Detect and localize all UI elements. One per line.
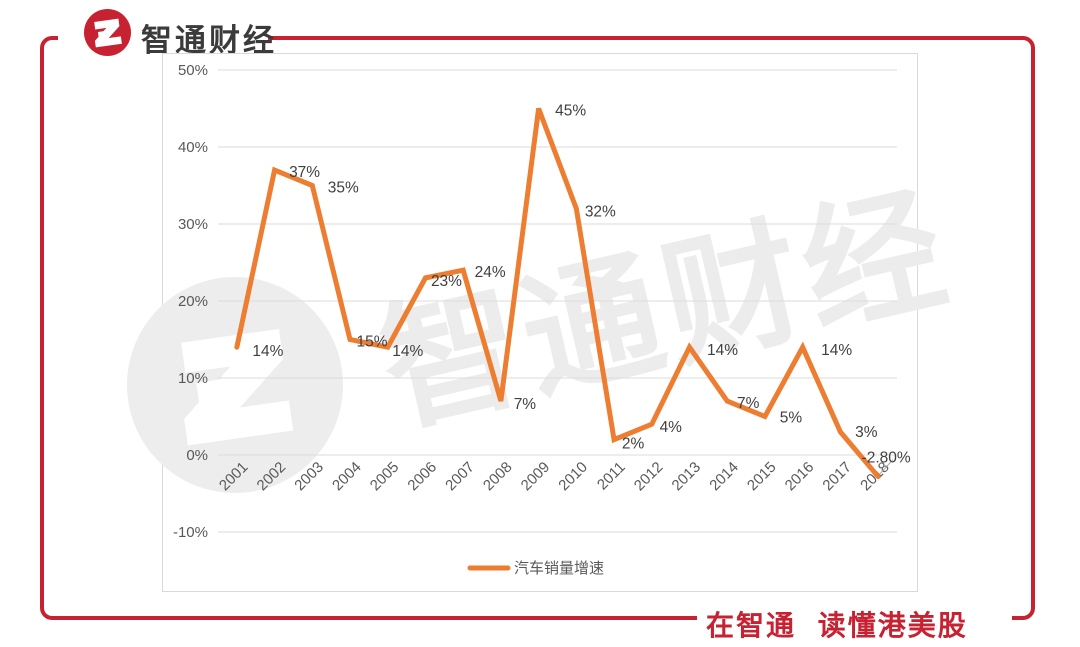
svg-text:-2.80%: -2.80% bbox=[862, 450, 911, 467]
svg-text:7%: 7% bbox=[737, 395, 760, 412]
svg-text:2%: 2% bbox=[622, 436, 645, 453]
svg-text:45%: 45% bbox=[555, 103, 586, 120]
svg-text:2008: 2008 bbox=[480, 459, 516, 495]
svg-text:30%: 30% bbox=[178, 216, 208, 233]
svg-text:40%: 40% bbox=[178, 139, 208, 156]
svg-text:2003: 2003 bbox=[291, 459, 327, 495]
svg-text:50%: 50% bbox=[178, 62, 208, 79]
svg-text:4%: 4% bbox=[660, 419, 683, 436]
frame-bottom-right-bracket bbox=[1012, 96, 1035, 620]
frame-left-bottom-border bbox=[40, 96, 697, 620]
last-point-leader bbox=[879, 459, 894, 474]
svg-text:0%: 0% bbox=[186, 447, 208, 464]
zhitong-logo-icon bbox=[84, 9, 131, 56]
gridlines bbox=[218, 69, 897, 533]
brand-tagline: 在智通 读懂港美股 bbox=[706, 610, 968, 641]
svg-text:2011: 2011 bbox=[594, 459, 629, 494]
svg-text:2014: 2014 bbox=[706, 459, 742, 495]
svg-text:2005: 2005 bbox=[367, 459, 403, 495]
svg-text:-10%: -10% bbox=[173, 524, 208, 541]
series-line bbox=[234, 107, 881, 480]
svg-text:2006: 2006 bbox=[404, 459, 440, 495]
svg-text:20%: 20% bbox=[178, 293, 208, 310]
svg-text:2007: 2007 bbox=[442, 459, 478, 495]
svg-text:35%: 35% bbox=[328, 180, 359, 197]
svg-text:3%: 3% bbox=[855, 424, 878, 441]
frame-top-right-border bbox=[268, 36, 1035, 98]
svg-text:2001: 2001 bbox=[216, 459, 252, 495]
brand-name: 智通财经 bbox=[141, 23, 277, 58]
svg-text:2002: 2002 bbox=[254, 459, 290, 495]
svg-text:23%: 23% bbox=[431, 273, 462, 290]
svg-text:2013: 2013 bbox=[669, 459, 705, 495]
svg-text:14%: 14% bbox=[392, 343, 423, 360]
svg-text:5%: 5% bbox=[780, 410, 803, 427]
svg-text:37%: 37% bbox=[289, 164, 320, 181]
legend: 汽车销量增速 bbox=[467, 560, 604, 577]
svg-text:10%: 10% bbox=[178, 370, 208, 387]
watermark-logo-icon bbox=[113, 263, 357, 507]
svg-text:2010: 2010 bbox=[555, 459, 591, 495]
svg-text:2015: 2015 bbox=[744, 459, 780, 495]
svg-text:2016: 2016 bbox=[782, 459, 818, 495]
svg-text:14%: 14% bbox=[821, 342, 852, 359]
svg-text:24%: 24% bbox=[475, 264, 506, 281]
svg-text:7%: 7% bbox=[514, 396, 537, 413]
auto-sales-growth-line-chart: 50%40%30%20%10%0%-10%2001 2002 2003 2004 200… bbox=[173, 62, 911, 577]
frame-top-left-bracket bbox=[40, 36, 58, 98]
legend-label: 汽车销量增速 bbox=[514, 560, 604, 577]
svg-text:32%: 32% bbox=[585, 204, 616, 221]
svg-text:15%: 15% bbox=[357, 334, 388, 351]
data-labels: 14%37%35%15%14%23%24%7%45%32%2%4%14%7%5%… bbox=[252, 103, 911, 467]
svg-text:14%: 14% bbox=[252, 343, 283, 360]
svg-text:2012: 2012 bbox=[631, 459, 667, 495]
svg-text:2009: 2009 bbox=[518, 459, 554, 495]
y-axis-labels: 50% 40% 30% 20% 10% 0% -10% bbox=[173, 62, 208, 541]
x-axis-labels: 2001 2002 2003 2004 2005 2006 2007 2008 2009 2010… bbox=[216, 459, 893, 495]
svg-text:2004: 2004 bbox=[329, 459, 365, 495]
svg-text:2017: 2017 bbox=[819, 459, 855, 495]
svg-text:14%: 14% bbox=[707, 342, 738, 359]
